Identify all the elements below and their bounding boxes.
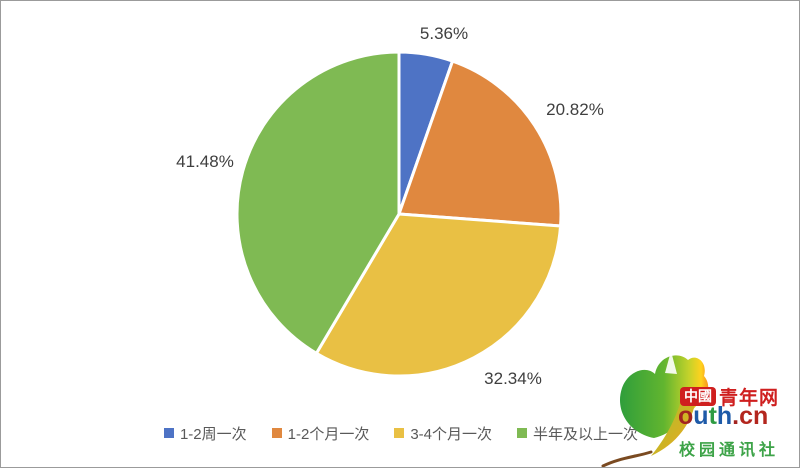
pie-slice-1: [397, 59, 563, 228]
legend-item-3: 半年及以上一次: [517, 423, 638, 444]
legend-label: 1-2个月一次: [287, 425, 370, 443]
data-label-slice-0: 5.36%: [419, 24, 469, 43]
legend-label: 半年及以上一次: [533, 425, 639, 443]
legend-swatch-icon: [271, 428, 282, 438]
legend-swatch-icon: [163, 428, 174, 438]
pie-slice-3: [235, 50, 401, 355]
data-label-slice-1: 20.82%: [546, 100, 604, 119]
legend-swatch-icon: [394, 428, 405, 438]
legend-label: 3-4个月一次: [410, 425, 493, 443]
legend-item-1: 1-2个月一次: [271, 423, 370, 444]
chart-legend: 1-2周一次 1-2个月一次 3-4个月一次 半年及以上一次: [1, 421, 799, 445]
legend-item-2: 3-4个月一次: [394, 423, 492, 444]
legend-item-0: 1-2周一次: [163, 423, 247, 444]
data-label-slice-2: 32.34%: [484, 369, 542, 388]
legend-label: 1-2周一次: [179, 425, 247, 443]
data-label-slice-3: 41.48%: [176, 152, 234, 171]
pie-slice-2: [314, 212, 563, 378]
legend-swatch-icon: [517, 428, 528, 438]
